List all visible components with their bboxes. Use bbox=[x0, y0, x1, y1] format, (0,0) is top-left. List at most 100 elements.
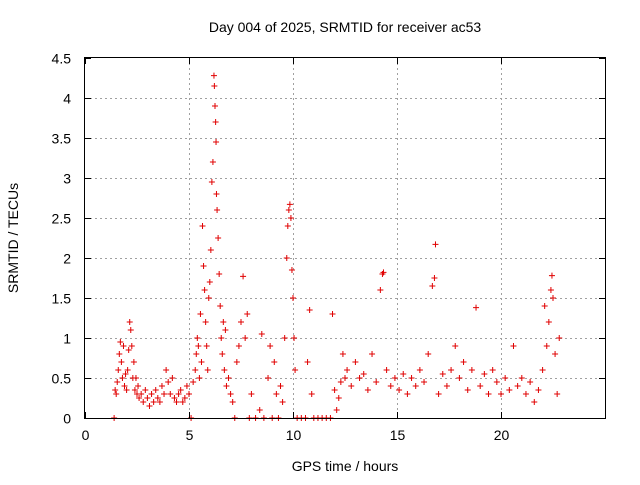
data-point bbox=[493, 379, 500, 385]
data-point bbox=[416, 367, 423, 373]
data-point bbox=[279, 399, 286, 405]
data-point bbox=[140, 399, 147, 405]
data-point bbox=[222, 327, 229, 333]
data-point bbox=[200, 263, 207, 269]
y-tick-label: 1.5 bbox=[52, 291, 72, 307]
data-point bbox=[161, 391, 168, 397]
data-point bbox=[364, 387, 371, 393]
data-point bbox=[510, 343, 517, 349]
data-point bbox=[207, 247, 214, 253]
data-point bbox=[212, 103, 218, 109]
data-point bbox=[539, 367, 546, 373]
data-point bbox=[432, 241, 439, 248]
x-tick-label: 0 bbox=[82, 427, 90, 443]
data-point bbox=[215, 235, 222, 241]
data-point bbox=[291, 335, 298, 341]
data-point bbox=[126, 319, 133, 325]
data-point bbox=[171, 395, 178, 401]
data-point bbox=[356, 375, 363, 381]
data-point bbox=[209, 159, 216, 165]
data-point bbox=[120, 343, 127, 349]
data-point bbox=[335, 395, 342, 401]
data-point bbox=[522, 391, 529, 397]
data-point bbox=[342, 375, 348, 381]
data-point bbox=[169, 375, 176, 381]
data-point bbox=[285, 207, 292, 213]
data-point bbox=[435, 391, 442, 397]
data-point bbox=[216, 271, 223, 277]
data-point bbox=[156, 399, 163, 405]
data-point bbox=[212, 119, 219, 125]
data-point bbox=[331, 387, 338, 393]
data-point bbox=[125, 347, 132, 353]
data-point bbox=[152, 387, 159, 393]
y-tick-label: 2 bbox=[63, 251, 71, 267]
data-point bbox=[400, 371, 407, 377]
data-point bbox=[146, 403, 153, 409]
data-point bbox=[518, 375, 525, 381]
data-point bbox=[380, 269, 387, 276]
data-point bbox=[369, 351, 376, 357]
data-point bbox=[547, 287, 554, 293]
data-point bbox=[443, 383, 450, 389]
data-point bbox=[277, 383, 284, 389]
data-point bbox=[193, 351, 200, 357]
data-point bbox=[229, 399, 236, 405]
data-point bbox=[173, 399, 180, 405]
data-point bbox=[286, 201, 293, 208]
data-point bbox=[502, 375, 509, 381]
data-point bbox=[460, 359, 467, 365]
data-point bbox=[220, 319, 227, 325]
data-point bbox=[339, 351, 346, 357]
data-point bbox=[531, 399, 538, 405]
data-point bbox=[468, 367, 475, 373]
data-point bbox=[194, 335, 201, 341]
x-axis-label: GPS time / hours bbox=[292, 458, 399, 474]
y-tick-label: 4.5 bbox=[52, 51, 72, 67]
data-point bbox=[273, 391, 280, 397]
data-point bbox=[527, 379, 534, 385]
data-point bbox=[387, 383, 394, 389]
data-point bbox=[206, 279, 213, 285]
data-point bbox=[233, 359, 240, 365]
data-point bbox=[552, 351, 559, 357]
data-point bbox=[205, 295, 212, 301]
y-axis-label: SRMTID / TECUs bbox=[5, 183, 21, 293]
data-point bbox=[554, 391, 561, 397]
data-point bbox=[208, 179, 215, 185]
y-tick-label: 1 bbox=[63, 331, 71, 347]
data-point bbox=[128, 343, 135, 349]
y-tick-label: 3.5 bbox=[52, 131, 72, 147]
data-point bbox=[489, 367, 496, 373]
data-point bbox=[258, 331, 265, 337]
data-point bbox=[481, 371, 488, 377]
data-point bbox=[131, 387, 138, 393]
data-point bbox=[333, 407, 340, 413]
data-point bbox=[116, 351, 123, 357]
data-point bbox=[284, 223, 291, 229]
data-point bbox=[114, 379, 121, 385]
data-point bbox=[271, 359, 278, 365]
data-point bbox=[122, 371, 129, 377]
chart-title: Day 004 of 2025, SRMTID for receiver ac5… bbox=[209, 19, 482, 35]
y-tick-label: 0.5 bbox=[52, 371, 72, 387]
data-point bbox=[177, 387, 184, 393]
data-point bbox=[256, 407, 263, 413]
data-point bbox=[360, 371, 367, 377]
data-point bbox=[292, 367, 299, 373]
data-point bbox=[167, 391, 174, 397]
data-point bbox=[477, 383, 484, 389]
data-point bbox=[543, 343, 550, 349]
data-point bbox=[213, 139, 220, 145]
data-point bbox=[223, 383, 230, 389]
data-point bbox=[396, 387, 403, 393]
data-point bbox=[203, 343, 210, 349]
data-point bbox=[225, 375, 232, 381]
data-point bbox=[429, 283, 436, 289]
data-point bbox=[238, 319, 244, 325]
data-point bbox=[306, 307, 313, 313]
y-tick-label: 3 bbox=[63, 171, 71, 187]
data-point bbox=[195, 343, 202, 349]
data-point bbox=[117, 339, 124, 345]
